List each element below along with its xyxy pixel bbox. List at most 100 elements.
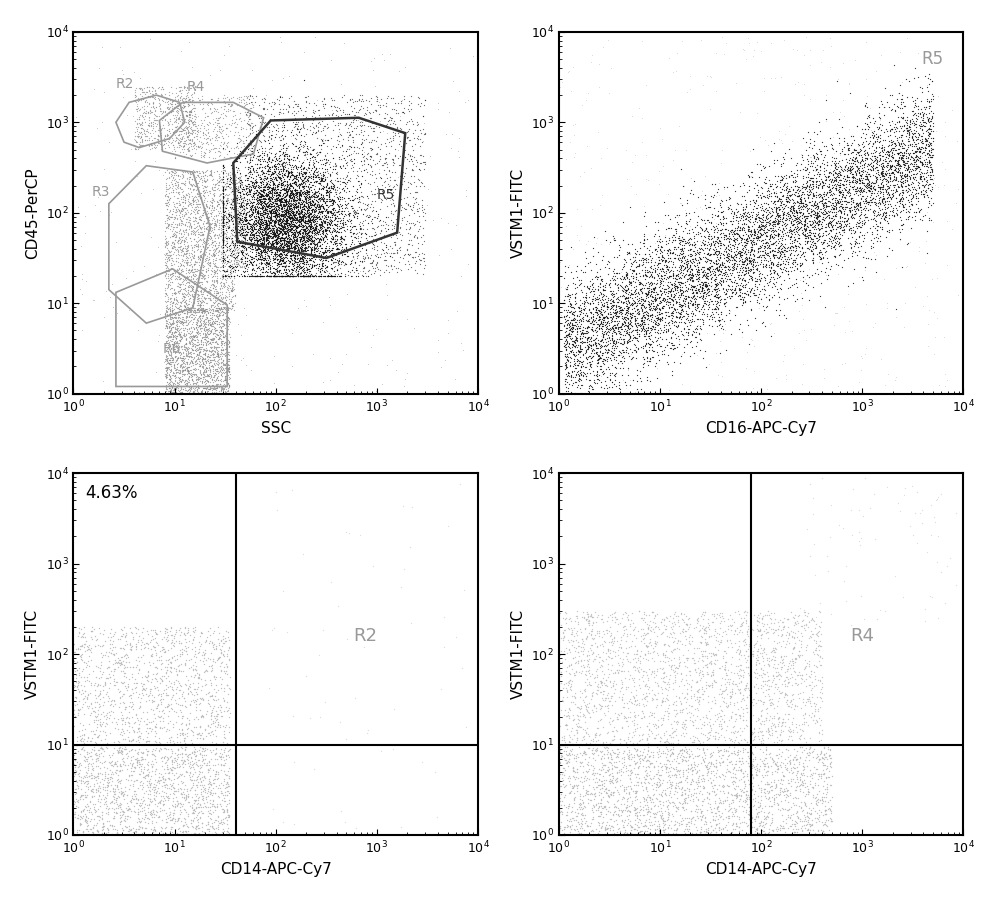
Point <box>706 628 722 642</box>
Point <box>233 253 249 268</box>
Point <box>203 168 219 182</box>
Point <box>910 161 926 175</box>
Point <box>213 700 229 714</box>
Point <box>617 813 633 827</box>
Point <box>596 667 612 681</box>
Point <box>166 369 182 383</box>
Point <box>666 354 682 369</box>
Point <box>215 90 231 105</box>
Point <box>590 317 606 331</box>
Point <box>820 194 836 208</box>
Point <box>181 170 197 184</box>
Point <box>291 206 307 220</box>
Point <box>368 226 384 241</box>
Point <box>170 750 186 764</box>
Point <box>180 359 196 373</box>
Point <box>565 760 581 775</box>
Point <box>620 803 636 817</box>
Point <box>912 169 928 183</box>
Point <box>732 246 748 261</box>
Point <box>190 646 206 660</box>
Point <box>394 93 410 107</box>
Point <box>568 819 584 833</box>
Point <box>594 319 610 334</box>
Point <box>327 234 343 248</box>
Point <box>295 245 311 260</box>
Point <box>205 291 221 306</box>
Point <box>581 334 597 348</box>
Point <box>297 176 313 190</box>
Point <box>134 778 150 792</box>
Point <box>573 305 589 319</box>
Point <box>263 190 279 205</box>
Point <box>416 127 432 142</box>
Point <box>766 250 782 264</box>
Point <box>867 153 883 168</box>
Point <box>840 137 856 152</box>
Point <box>282 207 298 222</box>
Point <box>366 265 382 280</box>
Point <box>577 675 593 689</box>
Point <box>735 227 751 242</box>
Point <box>151 129 167 143</box>
Point <box>172 643 188 658</box>
Point <box>760 246 776 261</box>
Point <box>893 127 909 142</box>
Point <box>180 375 196 390</box>
Point <box>85 704 101 718</box>
Point <box>710 291 726 306</box>
Point <box>291 125 307 140</box>
Point <box>136 676 152 691</box>
Point <box>265 251 281 265</box>
Point <box>715 754 731 769</box>
Point <box>817 806 833 821</box>
Point <box>176 312 192 327</box>
Point <box>253 244 269 258</box>
Point <box>316 191 332 206</box>
Point <box>186 248 202 262</box>
Point <box>686 238 702 253</box>
Point <box>292 193 308 207</box>
Point <box>190 805 206 820</box>
Point <box>225 208 241 223</box>
Point <box>228 180 244 195</box>
Point <box>262 264 278 279</box>
Point <box>199 199 215 214</box>
Point <box>337 215 353 229</box>
Point <box>263 269 279 283</box>
Point <box>338 239 354 253</box>
Point <box>465 49 481 63</box>
Point <box>224 198 240 212</box>
Point <box>293 213 309 227</box>
Point <box>158 183 174 198</box>
Point <box>558 676 574 691</box>
Point <box>274 156 290 170</box>
Point <box>186 825 202 840</box>
Point <box>898 169 914 183</box>
Point <box>93 669 109 684</box>
Point <box>742 224 758 238</box>
Point <box>823 217 839 232</box>
Point <box>249 231 265 245</box>
Point <box>142 805 158 820</box>
Point <box>901 130 917 144</box>
Point <box>184 753 200 768</box>
Point <box>843 193 859 207</box>
Point <box>786 187 802 201</box>
Point <box>304 109 320 124</box>
Point <box>281 189 297 204</box>
Point <box>270 208 286 223</box>
Point <box>555 761 571 776</box>
Point <box>673 748 689 762</box>
Point <box>209 241 225 255</box>
Point <box>641 737 657 751</box>
Point <box>189 322 205 336</box>
Point <box>345 226 361 240</box>
Point <box>647 635 663 649</box>
Point <box>202 787 218 801</box>
Point <box>173 296 189 310</box>
Point <box>331 189 347 204</box>
Point <box>173 245 189 260</box>
Point <box>723 242 739 256</box>
Point <box>117 819 133 833</box>
